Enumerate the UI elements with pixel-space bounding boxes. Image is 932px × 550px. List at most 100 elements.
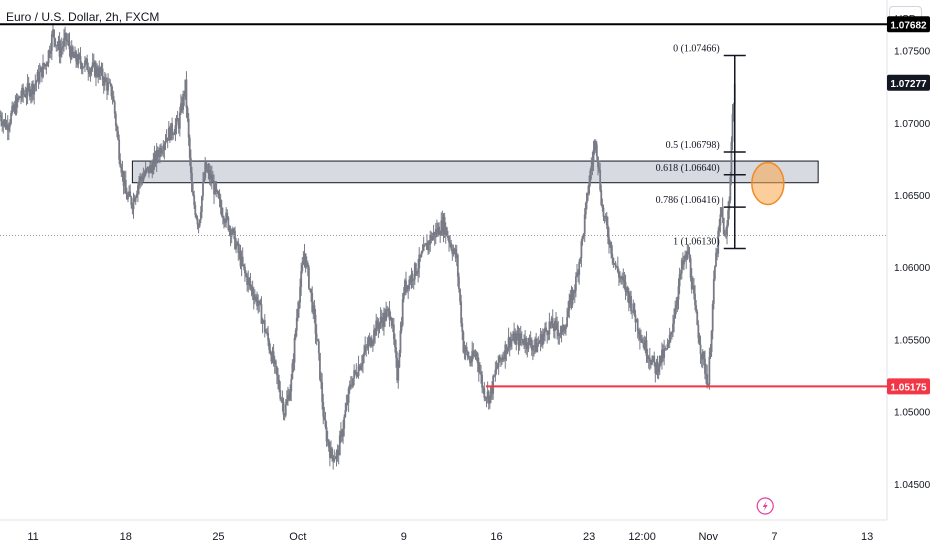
candle-body (387, 309, 390, 310)
candle-body (699, 344, 702, 354)
candle-body (241, 256, 244, 265)
candle-body (231, 228, 234, 234)
candle-body (612, 257, 615, 264)
candle-body (442, 217, 445, 233)
candle-body (730, 141, 733, 177)
candle-body (34, 83, 37, 86)
candle-body (111, 96, 114, 97)
candle-body (258, 300, 261, 304)
candle-body (348, 384, 351, 389)
candle-body (82, 66, 85, 68)
candle-body (15, 97, 18, 114)
supply-demand-zone[interactable] (131, 160, 819, 184)
candle-body (716, 252, 719, 254)
candle-body (460, 301, 463, 324)
candle-body (141, 178, 144, 181)
candle-body (618, 271, 620, 278)
candle-body (221, 215, 224, 218)
candle-body (439, 234, 442, 236)
candle-body (687, 250, 690, 254)
candle-body (431, 236, 434, 241)
candle-body (597, 156, 599, 168)
candle-body (200, 196, 203, 213)
candle-body (555, 320, 557, 323)
candle-body (27, 83, 30, 87)
candle-body (53, 29, 55, 39)
candle-body (127, 195, 129, 200)
candle-body (728, 200, 731, 211)
candle-body (226, 212, 229, 218)
candle-body (1, 121, 4, 126)
candle-body (613, 263, 616, 264)
candle-body (413, 263, 416, 280)
candle-body (173, 134, 176, 135)
price-tick-label: 1.06500 (894, 191, 931, 202)
candle-body (508, 337, 511, 347)
candle-body (642, 342, 645, 344)
candle-body (108, 82, 111, 84)
candle-body (347, 388, 350, 403)
time-axis[interactable]: 11 18 25 Oct 9 16 23 12:00 Nov 7 13 (27, 531, 873, 543)
candle-body (259, 300, 262, 305)
candle-body (529, 338, 532, 346)
candle-body (67, 41, 70, 43)
candle-body (560, 327, 563, 334)
candle-body (380, 317, 383, 321)
candle-body (50, 34, 53, 51)
candle-body (709, 352, 712, 357)
candle-body (142, 176, 145, 181)
candle-body (253, 297, 256, 301)
candle-body (335, 452, 338, 459)
candle-body (246, 275, 249, 285)
candle-body (723, 234, 726, 236)
candle-body (667, 343, 670, 344)
candle-body (429, 235, 432, 245)
candle-body (619, 276, 621, 278)
candle-body (71, 46, 74, 55)
candle-body (26, 83, 29, 96)
candle-body (634, 314, 637, 323)
candle-body (55, 45, 58, 46)
candle-body (625, 287, 628, 292)
candle-body (438, 226, 440, 235)
candle-body (701, 351, 704, 360)
price-tick-label: 1.05500 (894, 335, 931, 346)
candle-body (278, 379, 281, 390)
time-tick-label: 16 (490, 531, 502, 543)
candle-body (60, 47, 63, 49)
candle-body (369, 337, 372, 347)
fibonacci-retracement[interactable]: 0 (1.07466) 0.5 (1.06798) 0.618 (1.06640) 0… (656, 43, 746, 250)
candle-body (574, 276, 577, 291)
candle-body (134, 197, 137, 202)
candle-body (406, 285, 408, 291)
candle-body (711, 303, 714, 332)
candle-body (680, 260, 683, 274)
candle-body (84, 60, 86, 67)
lightning-glyph (762, 501, 768, 511)
candle-body (562, 325, 565, 332)
candle-body (198, 219, 201, 227)
candle-body (354, 370, 357, 372)
horizontal-levels[interactable]: 1.07682 1.05175 1.07277 (0, 16, 930, 395)
candle-body (544, 327, 546, 333)
candle-body (459, 289, 461, 302)
price-axis[interactable]: 1.07500 1.07000 1.06500 1.06000 1.05500 1.050… (894, 47, 931, 491)
candle-body (223, 217, 225, 223)
candle-body (611, 253, 614, 258)
candle-body (552, 327, 555, 332)
candle-body (337, 450, 340, 456)
candle-body (513, 332, 516, 340)
candle-body (586, 193, 588, 204)
candle-body (299, 286, 301, 303)
candle-body (463, 350, 466, 353)
candle-body (296, 309, 299, 318)
candle-body (409, 279, 412, 283)
candle-body (727, 210, 730, 226)
candle-body (658, 355, 661, 368)
candle-body (205, 162, 208, 172)
candle-body (389, 317, 392, 320)
candle-body (137, 185, 139, 194)
candle-body (10, 113, 12, 124)
support-price-tag (887, 378, 930, 395)
